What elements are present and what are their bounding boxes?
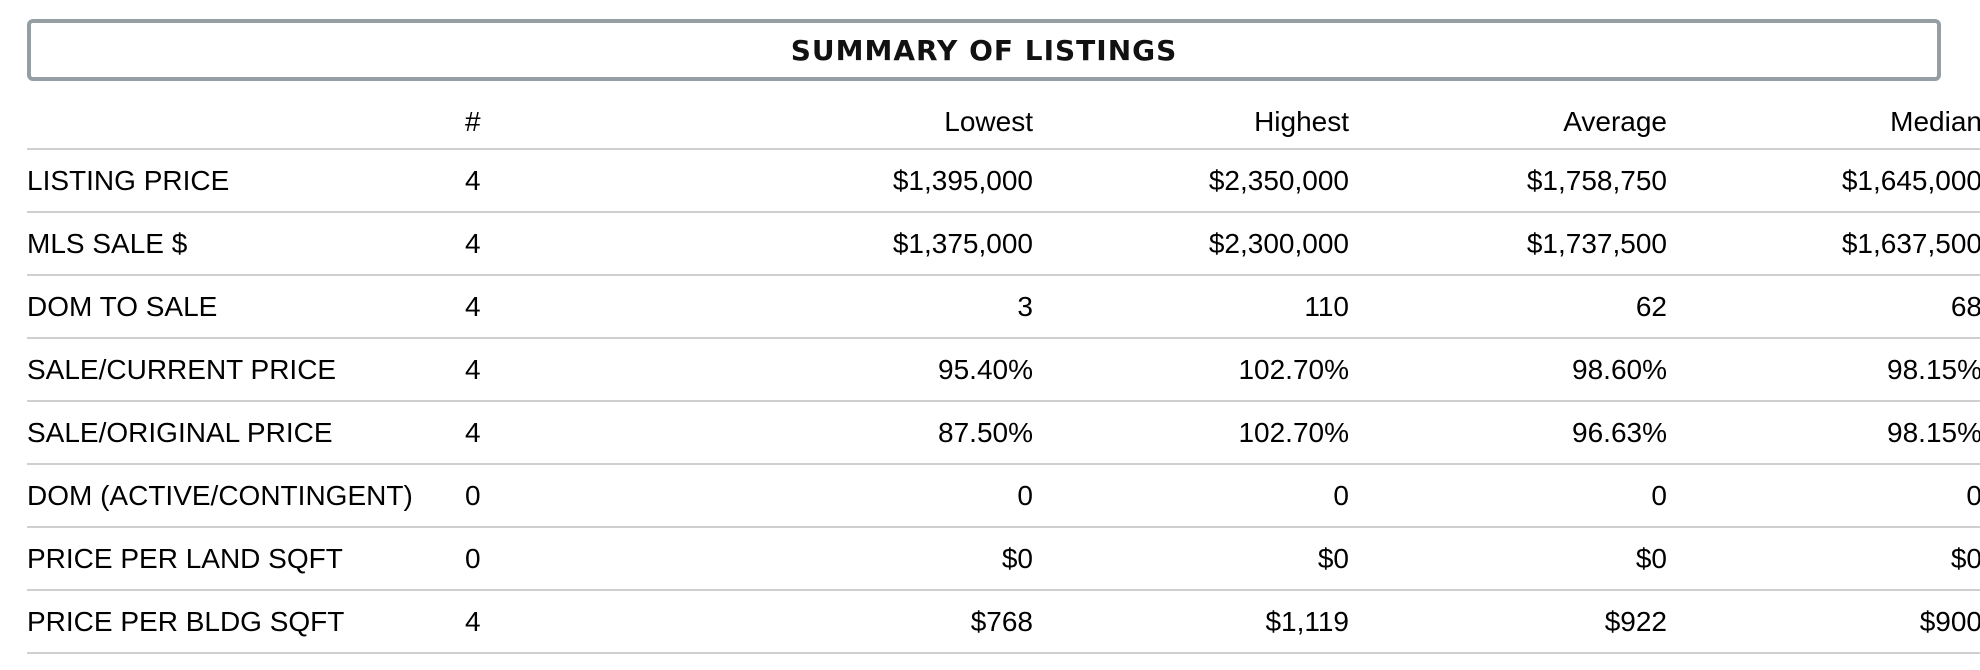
row-average: $0 <box>1349 527 1667 591</box>
row-median: 0 <box>1667 464 1980 528</box>
row-count: 0 <box>465 464 617 528</box>
row-average: 96.63% <box>1349 401 1667 465</box>
header-count: # <box>465 95 617 150</box>
row-median: 68 <box>1667 275 1980 339</box>
row-median: 98.15% <box>1667 338 1980 402</box>
row-highest: 0 <box>1033 464 1349 528</box>
row-count: 4 <box>465 212 617 276</box>
row-average: 98.60% <box>1349 338 1667 402</box>
row-lowest: $0 <box>617 527 1033 591</box>
table-row: DOM (ACTIVE/CONTINGENT) 0 0 0 0 0 <box>27 464 1980 528</box>
table-row: SALE/CURRENT PRICE 4 95.40% 102.70% 98.6… <box>27 338 1980 402</box>
row-label: PRICE PER LAND SQFT <box>27 527 465 591</box>
header-highest: Highest <box>1033 95 1349 150</box>
row-lowest: $768 <box>617 590 1033 654</box>
table-row: PRICE PER BLDG SQFT 4 $768 $1,119 $922 $… <box>27 590 1980 654</box>
row-lowest: 3 <box>617 275 1033 339</box>
header-label <box>27 95 465 150</box>
table-row: MLS SALE $ 4 $1,375,000 $2,300,000 $1,73… <box>27 212 1980 276</box>
table-row: SALE/ORIGINAL PRICE 4 87.50% 102.70% 96.… <box>27 401 1980 465</box>
row-count: 4 <box>465 590 617 654</box>
row-average: $1,758,750 <box>1349 149 1667 213</box>
table-row: LISTING PRICE 4 $1,395,000 $2,350,000 $1… <box>27 149 1980 213</box>
summary-title-box: SUMMARY OF LISTINGS <box>27 19 1941 81</box>
table-row: DOM TO SALE 4 3 110 62 68 <box>27 275 1980 339</box>
row-lowest: $1,375,000 <box>617 212 1033 276</box>
row-count: 4 <box>465 338 617 402</box>
table-row: PRICE PER LAND SQFT 0 $0 $0 $0 $0 <box>27 527 1980 591</box>
row-highest: $2,350,000 <box>1033 149 1349 213</box>
row-average: 62 <box>1349 275 1667 339</box>
row-count: 0 <box>465 527 617 591</box>
page-title: SUMMARY OF LISTINGS <box>790 33 1178 67</box>
summary-table: # Lowest Highest Average Median LISTING … <box>27 95 1980 654</box>
table-header-row: # Lowest Highest Average Median <box>27 95 1980 150</box>
row-median: $1,637,500 <box>1667 212 1980 276</box>
row-label: MLS SALE $ <box>27 212 465 276</box>
row-average: $1,737,500 <box>1349 212 1667 276</box>
row-lowest: 95.40% <box>617 338 1033 402</box>
row-median: $0 <box>1667 527 1980 591</box>
row-highest: $0 <box>1033 527 1349 591</box>
row-highest: 102.70% <box>1033 338 1349 402</box>
row-lowest: 0 <box>617 464 1033 528</box>
row-highest: $1,119 <box>1033 590 1349 654</box>
header-median: Median <box>1667 95 1980 150</box>
row-average: 0 <box>1349 464 1667 528</box>
row-highest: 102.70% <box>1033 401 1349 465</box>
row-label: SALE/ORIGINAL PRICE <box>27 401 465 465</box>
row-lowest: 87.50% <box>617 401 1033 465</box>
row-label: LISTING PRICE <box>27 149 465 213</box>
header-lowest: Lowest <box>617 95 1033 150</box>
row-label: SALE/CURRENT PRICE <box>27 338 465 402</box>
header-average: Average <box>1349 95 1667 150</box>
row-highest: 110 <box>1033 275 1349 339</box>
row-lowest: $1,395,000 <box>617 149 1033 213</box>
row-count: 4 <box>465 149 617 213</box>
row-highest: $2,300,000 <box>1033 212 1349 276</box>
row-label: DOM (ACTIVE/CONTINGENT) <box>27 464 465 528</box>
row-median: $900 <box>1667 590 1980 654</box>
row-count: 4 <box>465 275 617 339</box>
row-label: DOM TO SALE <box>27 275 465 339</box>
row-count: 4 <box>465 401 617 465</box>
row-label: PRICE PER BLDG SQFT <box>27 590 465 654</box>
row-average: $922 <box>1349 590 1667 654</box>
row-median: 98.15% <box>1667 401 1980 465</box>
row-median: $1,645,000 <box>1667 149 1980 213</box>
